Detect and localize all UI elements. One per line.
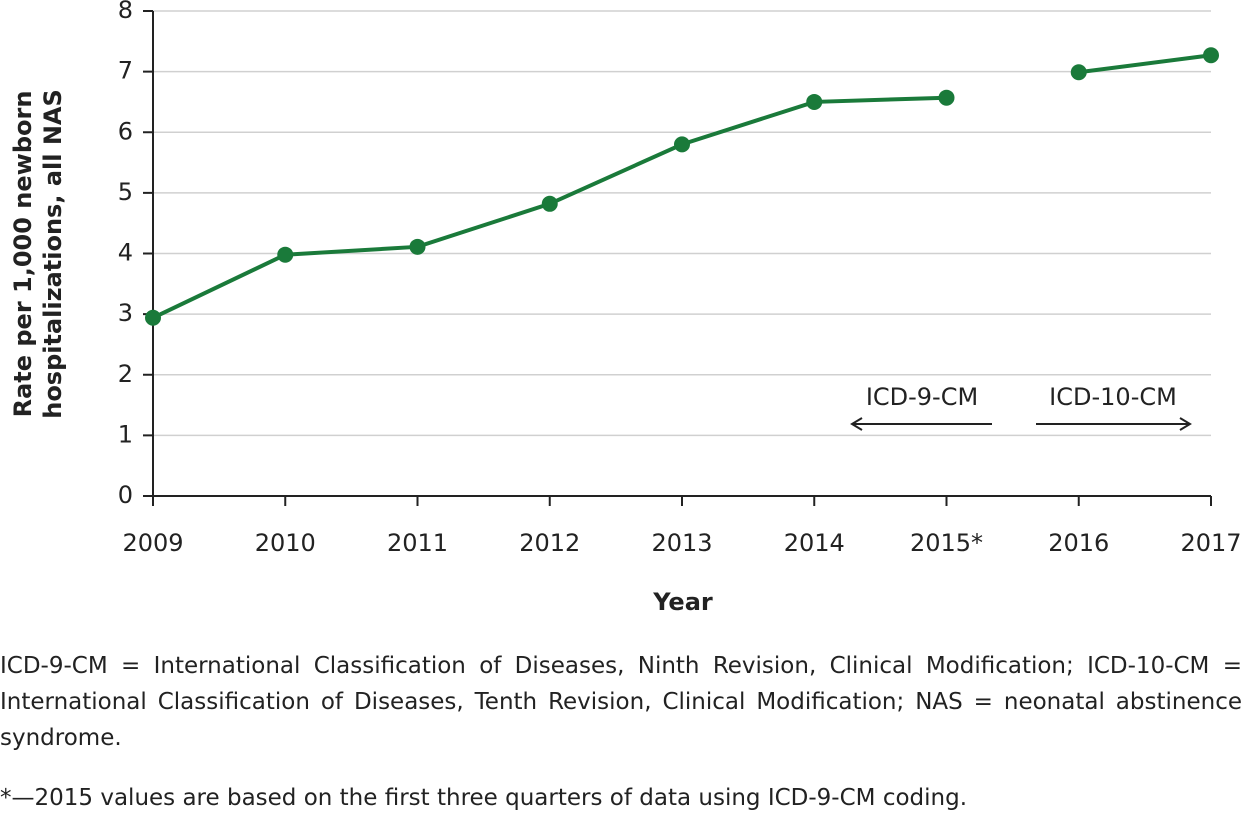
x-axis-label: Year	[652, 588, 713, 616]
x-tick-label: 2012	[519, 529, 580, 557]
point	[541, 195, 558, 212]
footnote: ICD-9-CM = International Classification …	[0, 653, 1242, 751]
y-tick-label: 0	[118, 481, 133, 509]
arrow-head	[850, 417, 863, 431]
y-tick-label: 6	[118, 117, 133, 145]
y-axis-label: Rate per 1,000 newborn	[9, 91, 37, 418]
y-tick-label: 8	[118, 0, 133, 24]
y-axis-label: hospitalizations, all NAS	[39, 89, 67, 419]
point	[1203, 47, 1219, 64]
x-tick-label: 2009	[122, 529, 183, 557]
x-tick-label: 2015*	[910, 529, 983, 557]
point	[806, 93, 823, 110]
annotation: ICD-10-CM	[1049, 383, 1177, 411]
y-tick-label: 2	[118, 360, 133, 388]
point	[145, 309, 161, 326]
x-tick-label: 2017	[1180, 529, 1241, 557]
y-tick-label: 7	[118, 57, 133, 85]
point	[409, 238, 426, 255]
y-tick-label: 5	[118, 178, 133, 206]
x-tick-label: 2014	[784, 529, 845, 557]
point	[1070, 64, 1087, 81]
x-tick-label: 2013	[651, 529, 712, 557]
point	[674, 136, 690, 153]
y-tick-label: 1	[118, 420, 133, 448]
x-tick-label: 2016	[1048, 529, 1109, 557]
chart: Year Rate per 1,000 newborn hospitalizat…	[9, 0, 1242, 616]
annotation: ICD-9-CM	[866, 383, 978, 411]
point	[938, 89, 955, 106]
y-tick-label: 3	[118, 299, 133, 327]
line	[1078, 53, 1212, 75]
x-tick-label: 2011	[387, 529, 448, 557]
y-tick-label: 4	[118, 239, 133, 267]
footnote: *—2015 values are based on the first thr…	[0, 785, 968, 811]
arrow-head	[1179, 417, 1192, 431]
x-tick-label: 2010	[255, 529, 316, 557]
point	[277, 246, 294, 263]
